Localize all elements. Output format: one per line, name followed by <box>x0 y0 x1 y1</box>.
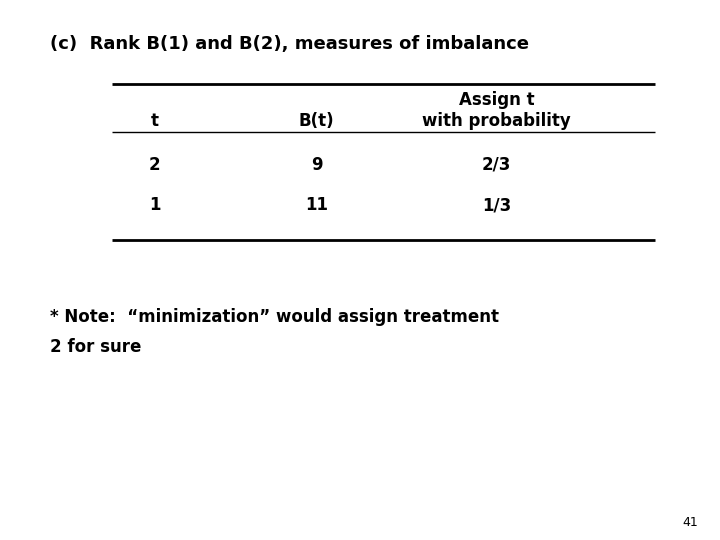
Text: 9: 9 <box>311 156 323 174</box>
Text: B(t): B(t) <box>299 112 335 131</box>
Text: t: t <box>150 112 159 131</box>
Text: with probability: with probability <box>423 112 571 131</box>
Text: 2: 2 <box>149 156 161 174</box>
Text: 1: 1 <box>149 196 161 214</box>
Text: 2/3: 2/3 <box>482 156 511 174</box>
Text: Assign t: Assign t <box>459 91 535 109</box>
Text: 1/3: 1/3 <box>482 196 511 214</box>
Text: 41: 41 <box>683 516 698 529</box>
Text: 11: 11 <box>305 196 328 214</box>
Text: (c)  Rank B(1) and B(2), measures of imbalance: (c) Rank B(1) and B(2), measures of imba… <box>50 35 529 53</box>
Text: * Note:  “minimization” would assign treatment: * Note: “minimization” would assign trea… <box>50 308 500 326</box>
Text: 2 for sure: 2 for sure <box>50 338 142 355</box>
